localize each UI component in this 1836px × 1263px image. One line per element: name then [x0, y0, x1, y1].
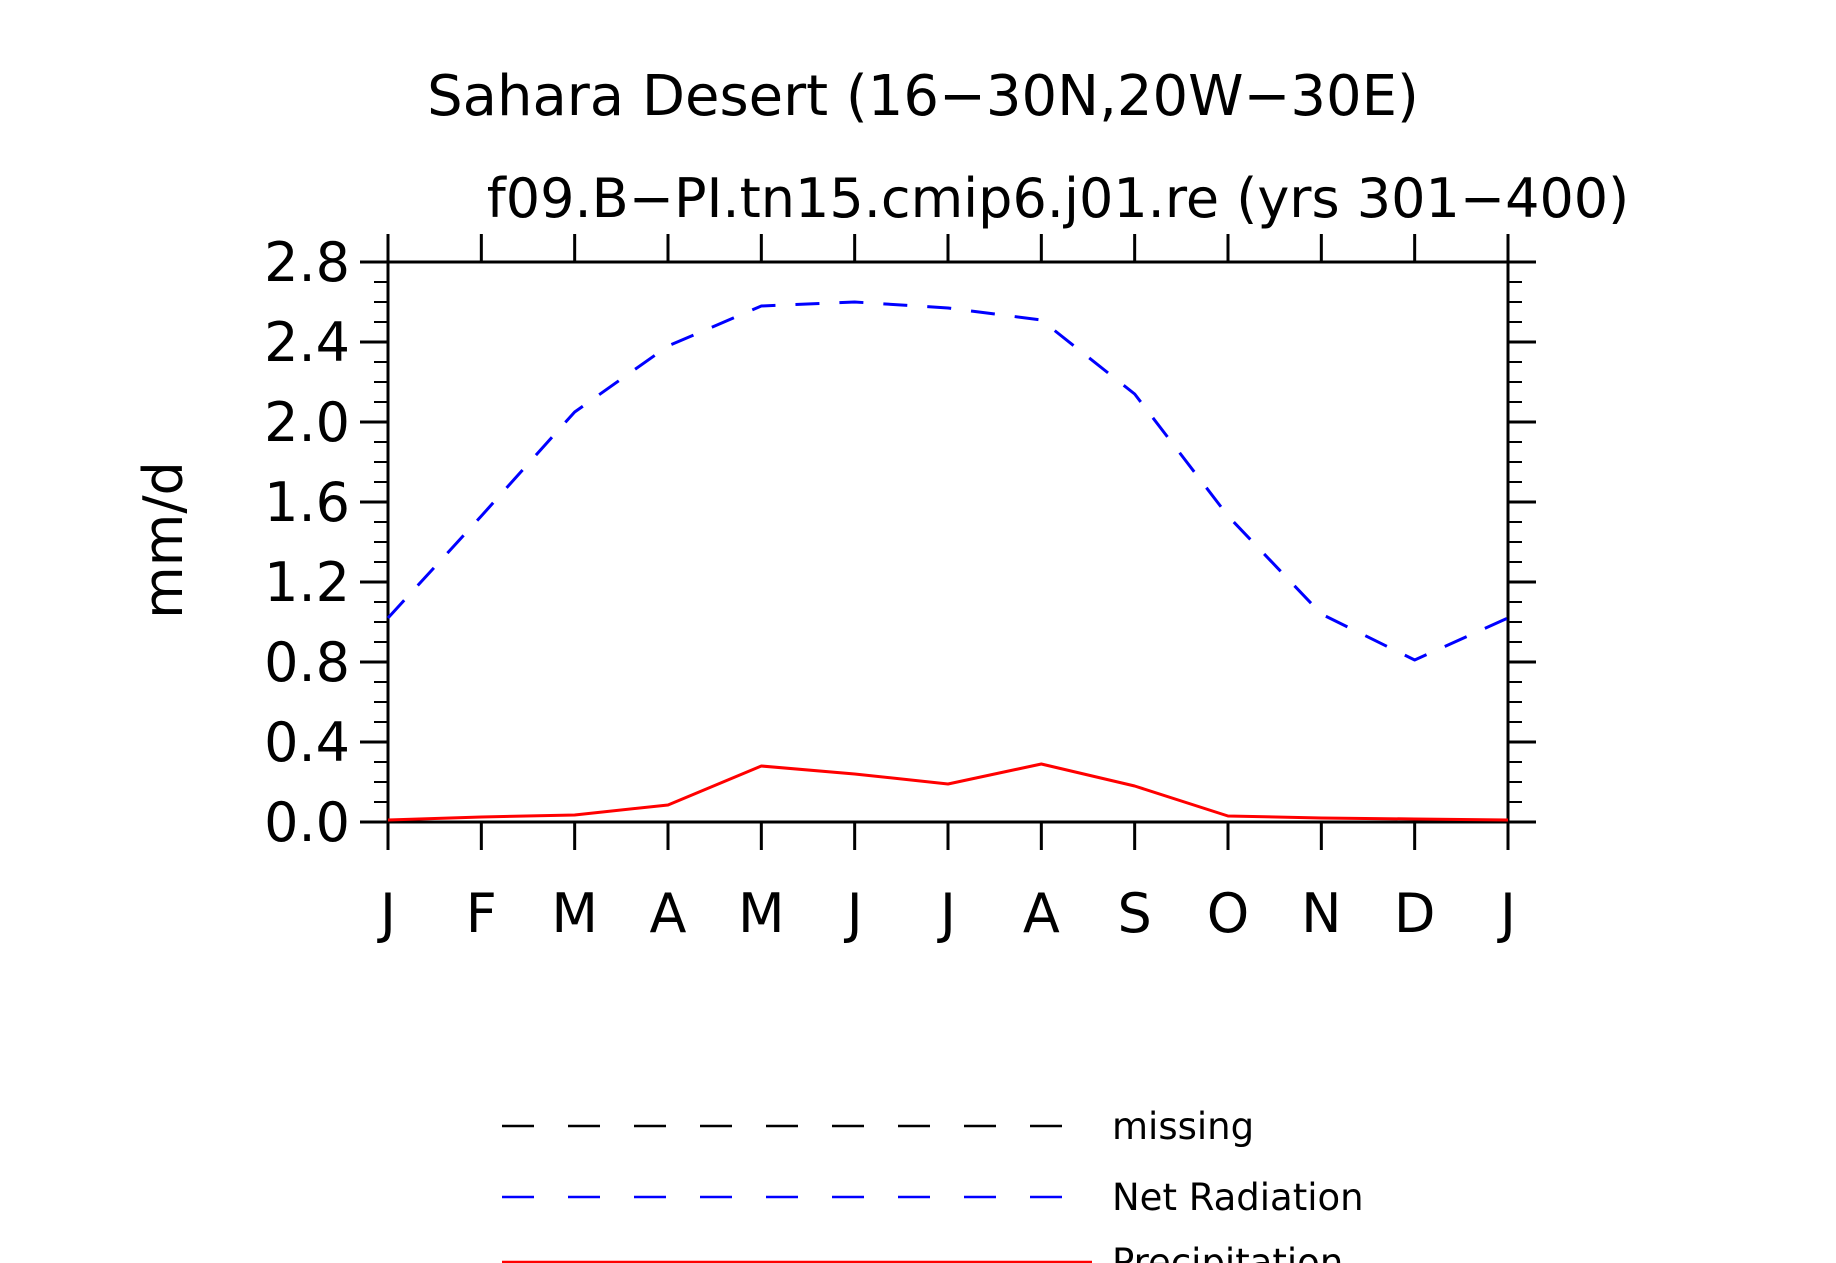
legend: missing Net Radiation Precipitation [502, 1105, 1364, 1263]
legend-label: missing [1112, 1105, 1254, 1148]
x-tick-label: D [1394, 882, 1436, 945]
y-tick-label: 0.4 [264, 711, 350, 774]
y-tick-label: 2.0 [264, 391, 350, 454]
x-tick-label: J [1497, 882, 1516, 945]
y-tick-label: 1.2 [264, 551, 350, 614]
plot-frame [386, 260, 1510, 824]
y-tick-label: 1.6 [264, 471, 350, 534]
y-axis-label: mm/d [132, 461, 195, 619]
x-tick-label: J [937, 882, 956, 945]
legend-label: Precipitation [1112, 1241, 1343, 1263]
x-tick-label: O [1207, 882, 1250, 945]
series-line-precipitation [387, 762, 1509, 822]
x-tick-label: A [650, 882, 687, 945]
x-tick-label: N [1301, 882, 1341, 945]
y-tick-label: 0.8 [264, 631, 350, 694]
x-tick-label: M [738, 882, 785, 945]
x-tick-label: M [551, 882, 598, 945]
x-tick-label: F [466, 882, 497, 945]
x-tick-label: J [377, 882, 396, 945]
x-tick-label: A [1023, 882, 1060, 945]
chart-title: Sahara Desert (16−30N,20W−30E) [427, 64, 1419, 129]
plot-area: 0.00.40.81.21.62.02.42.8J F M A M J J A S O N D J [264, 231, 1536, 945]
x-tick-label: S [1118, 882, 1152, 945]
chart-subtitle: f09.B−PI.tn15.cmip6.j01.re (yrs 301−400) [487, 167, 1629, 230]
y-tick-label: 0.0 [264, 791, 350, 854]
x-tick-label: J [844, 882, 863, 945]
series-line-net-radiation [386, 300, 1509, 662]
legend-label: Net Radiation [1112, 1176, 1364, 1219]
y-tick-label: 2.4 [264, 311, 350, 374]
y-tick-label: 2.8 [264, 231, 350, 294]
